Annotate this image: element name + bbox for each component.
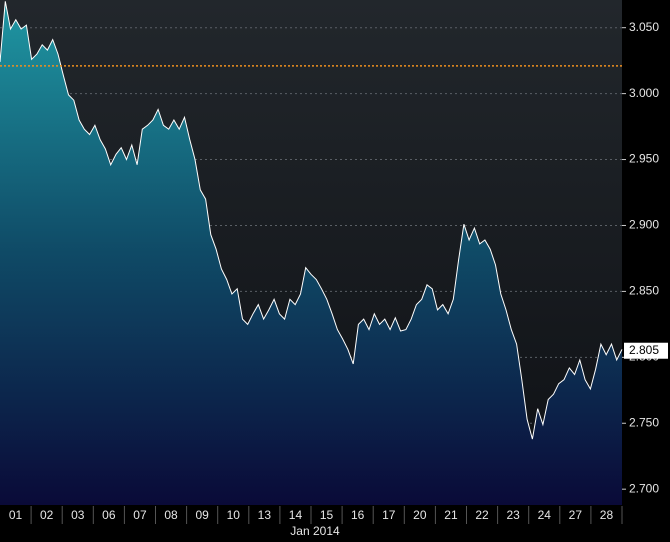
- axis-background: [622, 0, 670, 542]
- x-tick-label: 21: [444, 508, 458, 522]
- x-tick-label: 03: [71, 508, 85, 522]
- x-tick-label: 08: [164, 508, 178, 522]
- x-axis-label: Jan 2014: [290, 524, 340, 538]
- y-tick-label: 2.900: [629, 218, 659, 232]
- area-fill: [0, 1, 622, 506]
- x-axis-background: [0, 505, 670, 542]
- x-tick-label: 23: [506, 508, 520, 522]
- last-value-box: [624, 342, 668, 359]
- x-tick-label: 01: [9, 508, 23, 522]
- y-tick-label: 2.950: [629, 152, 659, 166]
- x-tick-label: 17: [382, 508, 396, 522]
- x-tick-label: 20: [413, 508, 427, 522]
- x-tick-label: 02: [40, 508, 54, 522]
- line: [0, 1, 623, 440]
- x-tick-label: 22: [475, 508, 489, 522]
- x-tick-label: 10: [227, 508, 241, 522]
- x-tick-label: 27: [569, 508, 583, 522]
- x-tick-label: 28: [600, 508, 614, 522]
- x-tick-label: 13: [258, 508, 272, 522]
- x-tick-label: 15: [320, 508, 334, 522]
- x-tick-label: 09: [195, 508, 209, 522]
- y-tick-label: 3.050: [629, 20, 659, 34]
- x-tick-label: 14: [289, 508, 303, 522]
- x-tick-label: 16: [351, 508, 365, 522]
- x-tick-label: 06: [102, 508, 116, 522]
- y-tick-label: 2.700: [629, 481, 659, 495]
- last-value-label: 2.805: [629, 343, 659, 357]
- x-tick-label: 07: [133, 508, 147, 522]
- x-tick-label: 24: [538, 508, 552, 522]
- y-tick-label: 3.000: [629, 86, 659, 100]
- y-tick-label: 2.750: [629, 415, 659, 429]
- y-tick-label: 2.850: [629, 284, 659, 298]
